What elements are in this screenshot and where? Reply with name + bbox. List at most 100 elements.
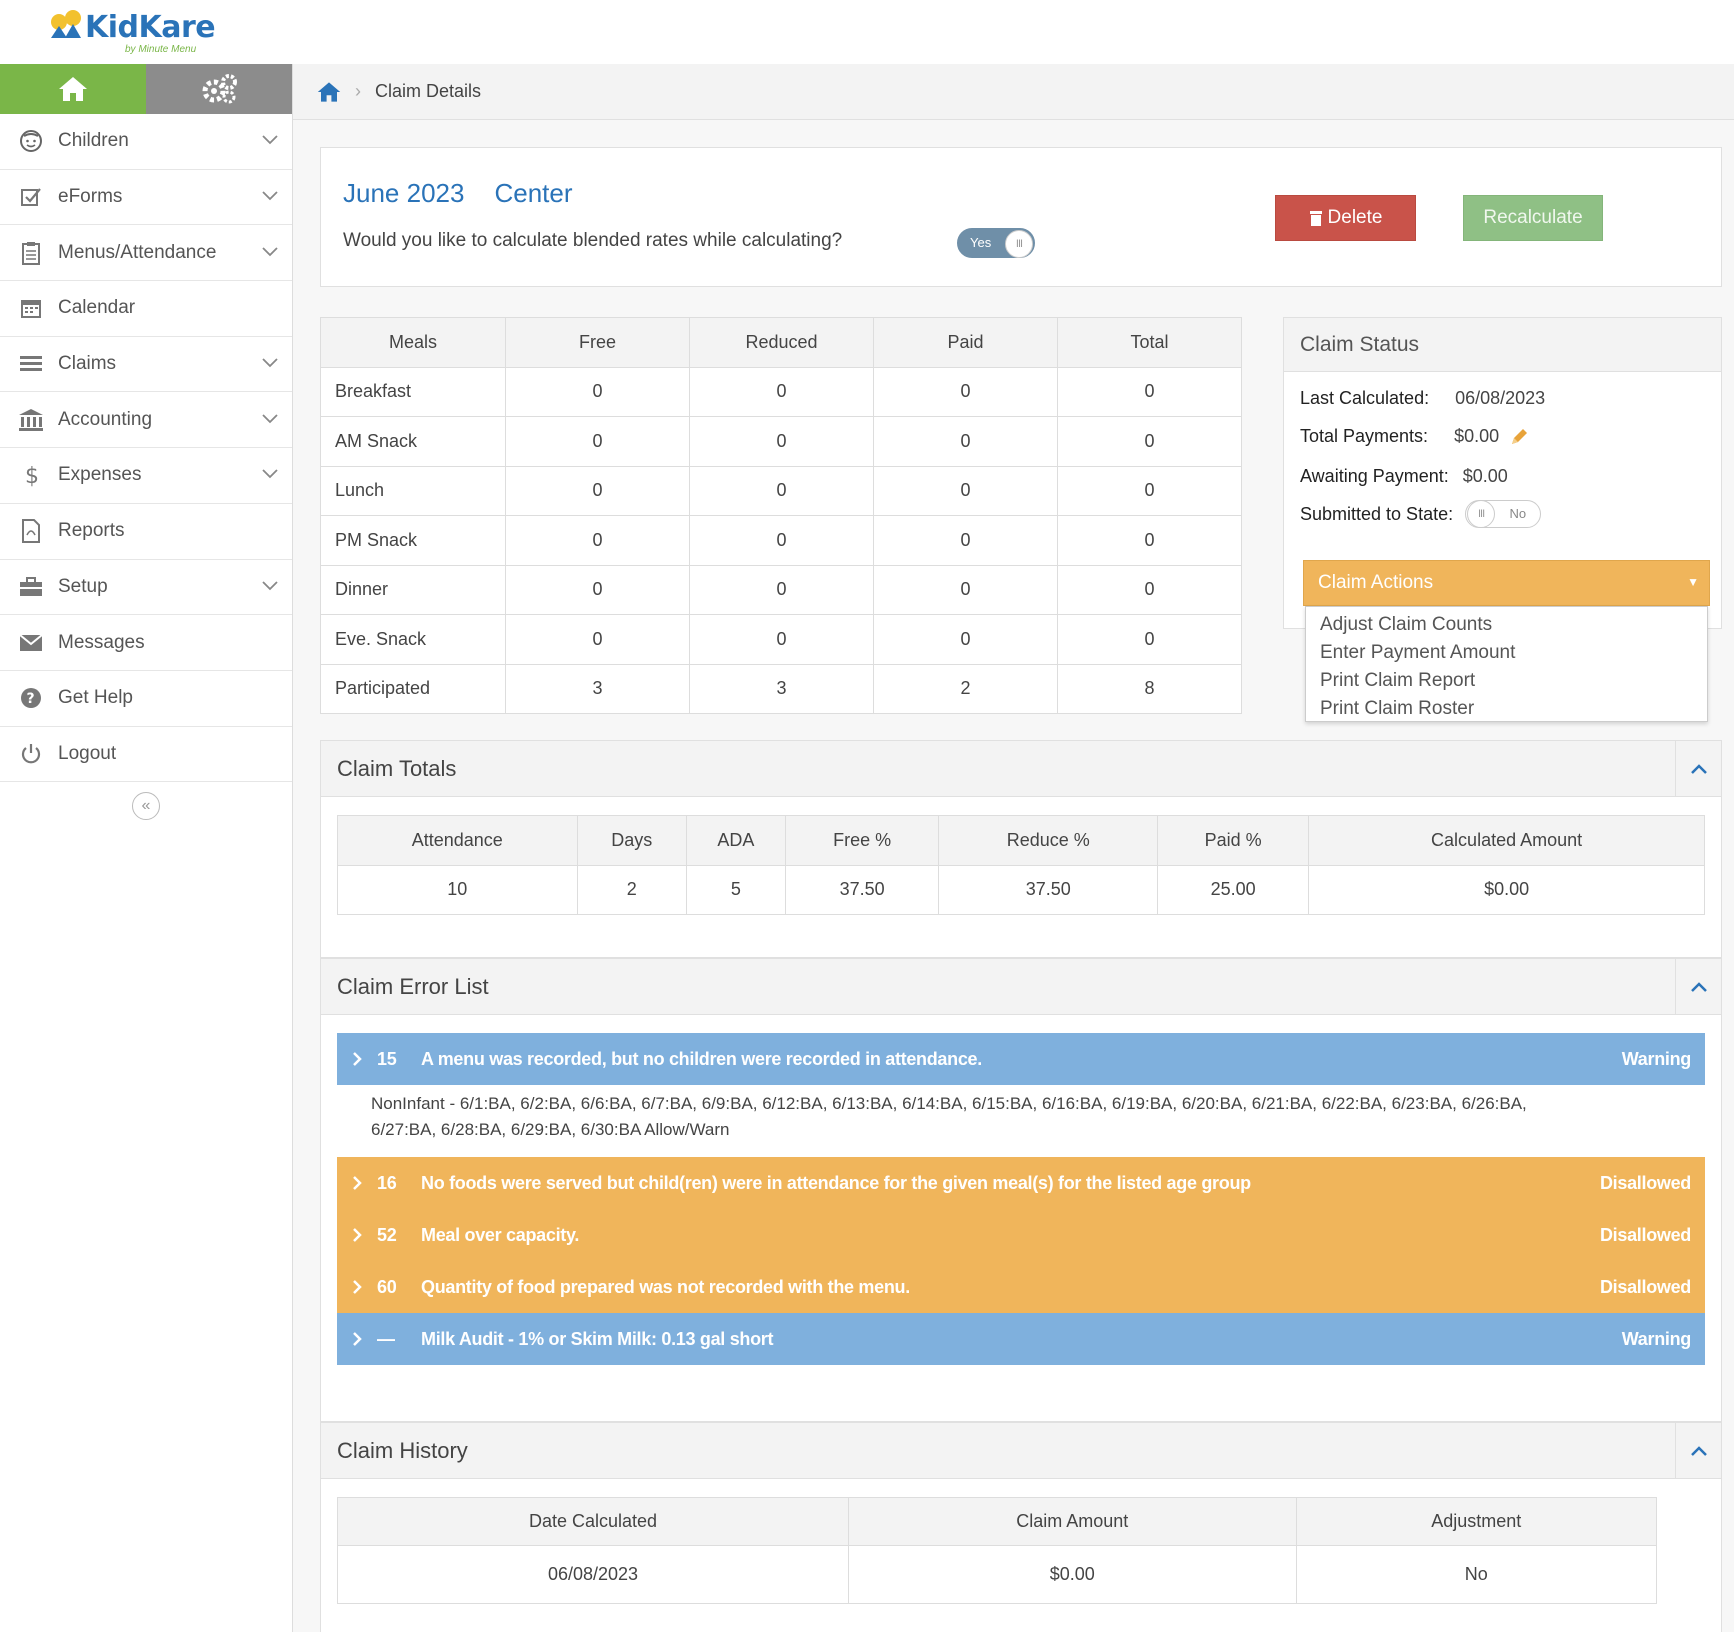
sidebar-item-menus-attendance[interactable]: Menus/Attendance: [0, 225, 292, 282]
sidebar-item-logout[interactable]: Logout: [0, 727, 292, 783]
submitted-state-label: Submitted to State:: [1300, 503, 1454, 524]
sidebar-item-get-help[interactable]: ? Get Help: [0, 671, 292, 727]
sidebar-item-label: eForms: [58, 186, 123, 208]
collapse-errors-button[interactable]: [1675, 959, 1721, 1015]
error-row[interactable]: 52 Meal over capacity. Disallowed: [337, 1209, 1705, 1261]
claim-totals-table-header: Attendance Days ADA Free % Reduce % Paid % Cal…: [337, 815, 1705, 866]
recalculate-button[interactable]: Recalculate: [1463, 195, 1603, 241]
claim-action-option[interactable]: Adjust Claim Counts: [1320, 614, 1493, 635]
count-cell: 0: [873, 564, 1058, 615]
claim-type: Center: [494, 178, 573, 208]
sidebar-item-label: Messages: [58, 631, 145, 653]
claim-action-option[interactable]: Print Claim Report: [1320, 670, 1476, 691]
error-row[interactable]: — Milk Audit - 1% or Skim Milk: 0.13 gal …: [337, 1313, 1705, 1365]
claim-errors-panel: Claim Error List NonInfant - 6/1:BA, 6/2…: [320, 958, 1722, 1422]
brand-tagline: by Minute Menu: [125, 44, 197, 55]
sidebar-item-claims[interactable]: Claims: [0, 337, 292, 393]
column-header: ADA: [685, 815, 786, 866]
meal-name-cell: Participated: [319, 663, 507, 714]
claims-list-icon: [18, 351, 44, 377]
collapse-totals-button[interactable]: [1675, 741, 1721, 797]
breadcrumb-home-icon[interactable]: [317, 81, 341, 103]
submitted-state-toggle[interactable]: III No: [1465, 500, 1542, 528]
error-message: A menu was recorded, but no children wer…: [421, 1048, 982, 1069]
claim-history-table-body: 06/08/2023 $0.00 No: [337, 1545, 1658, 1604]
submitted-toggle-label: No: [1509, 506, 1527, 521]
dollar-icon: $: [18, 462, 44, 488]
column-header: Free: [505, 317, 691, 368]
count-cell: 0: [1056, 416, 1243, 467]
table-row: Breakfast 0 0 0 0: [319, 366, 1243, 417]
home-button[interactable]: [0, 64, 146, 114]
count-cell: 0: [689, 416, 875, 467]
collapse-history-button[interactable]: [1675, 1423, 1721, 1479]
sidebar-item-label: Children: [58, 130, 129, 152]
sidebar-item-eforms[interactable]: eForms: [0, 170, 292, 226]
totals-value-cell: 37.50: [938, 864, 1159, 915]
claim-history-panel: Claim History Date Calculated Claim Amoun…: [320, 1422, 1722, 1632]
sidebar-item-label: Menus/Attendance: [58, 241, 217, 263]
sidebar-item-reports[interactable]: Reports: [0, 504, 292, 560]
settings-button[interactable]: [145, 64, 292, 114]
claim-actions-select[interactable]: Claim Actions ▼: [1303, 560, 1710, 606]
sidebar-item-expenses[interactable]: $ Expenses: [0, 448, 292, 504]
child-face-icon: [18, 128, 44, 154]
toggle-knob-icon: III: [1005, 230, 1033, 258]
chevron-right-icon: [337, 1332, 377, 1346]
column-header: Claim Amount: [848, 1497, 1297, 1546]
count-cell: 0: [689, 465, 875, 516]
claim-errors-title: Claim Error List: [337, 973, 489, 999]
count-cell: 0: [505, 465, 691, 516]
count-cell: 0: [689, 515, 875, 566]
sidebar-item-accounting[interactable]: Accounting: [0, 392, 292, 449]
meal-name-cell: Lunch: [319, 465, 507, 516]
edit-pencil-icon[interactable]: [1509, 427, 1529, 447]
sidebar-item-calendar[interactable]: Calendar: [0, 281, 292, 337]
sidebar: Children eForms Menus/Attendance Calendar Cl…: [0, 64, 293, 1632]
kidkare-logo[interactable]: KidKare by Minute Menu: [45, 6, 245, 56]
sidebar-item-children[interactable]: Children: [0, 114, 292, 170]
claim-title: June 2023 Center: [343, 178, 603, 209]
count-cell: 0: [505, 416, 691, 467]
power-icon: [18, 741, 44, 767]
history-cell: 06/08/2023: [337, 1545, 849, 1604]
chevron-down-icon: [262, 355, 280, 373]
count-cell: 2: [873, 663, 1058, 714]
claim-errors-header: Claim Error List: [321, 959, 1721, 1015]
sidebar-item-label: Accounting: [58, 408, 153, 430]
count-cell: 0: [1056, 564, 1243, 615]
sidebar-item-label: Claims: [58, 353, 117, 375]
delete-button[interactable]: Delete: [1275, 195, 1416, 241]
last-calculated-value: 06/08/2023: [1455, 388, 1546, 408]
error-code: 52: [377, 1224, 397, 1245]
error-code: —: [377, 1328, 395, 1349]
sidebar-item-setup[interactable]: Setup: [0, 560, 292, 616]
awaiting-payment-value: $0.00: [1462, 466, 1508, 486]
error-code: 60: [377, 1276, 397, 1297]
brand-name: KidKare: [85, 10, 216, 45]
breadcrumb-separator-icon: ›: [355, 81, 361, 101]
claim-action-option[interactable]: Enter Payment Amount: [1320, 642, 1516, 663]
sidebar-item-messages[interactable]: Messages: [0, 615, 292, 671]
error-row[interactable]: 16 No foods were served but child(ren) we…: [337, 1157, 1705, 1209]
blend-rates-toggle[interactable]: Yes III: [957, 228, 1035, 258]
error-message: No foods were served but child(ren) were…: [421, 1172, 1251, 1193]
report-file-icon: [18, 518, 44, 544]
chevron-right-icon: [337, 1052, 377, 1066]
error-severity: Disallowed: [1599, 1172, 1691, 1193]
error-row[interactable]: 60 Quantity of food prepared was not reco…: [337, 1261, 1705, 1313]
sidebar-item-label: Get Help: [58, 687, 133, 709]
calendar-icon: [18, 295, 44, 321]
chevron-right-icon: [337, 1176, 377, 1190]
error-row[interactable]: 15 A menu was recorded, but no children w…: [337, 1033, 1705, 1085]
error-detail-line: 6/27:BA, 6/28:BA, 6/29:BA, 6/30:BA Allow…: [371, 1120, 730, 1139]
clipboard-icon: [18, 240, 44, 266]
collapse-sidebar-button[interactable]: «: [132, 792, 160, 820]
claim-totals-header: Claim Totals: [321, 741, 1721, 797]
meals-table-header: Meals Free Reduced Paid Total: [319, 317, 1243, 368]
claim-action-option[interactable]: Print Claim Roster: [1320, 698, 1475, 719]
table-row: AM Snack 0 0 0 0: [319, 416, 1243, 467]
claim-actions-menu: Adjust Claim Counts Enter Payment Amount P…: [1305, 606, 1708, 722]
briefcase-icon: [18, 574, 44, 600]
total-payments-value: $0.00: [1454, 426, 1500, 446]
